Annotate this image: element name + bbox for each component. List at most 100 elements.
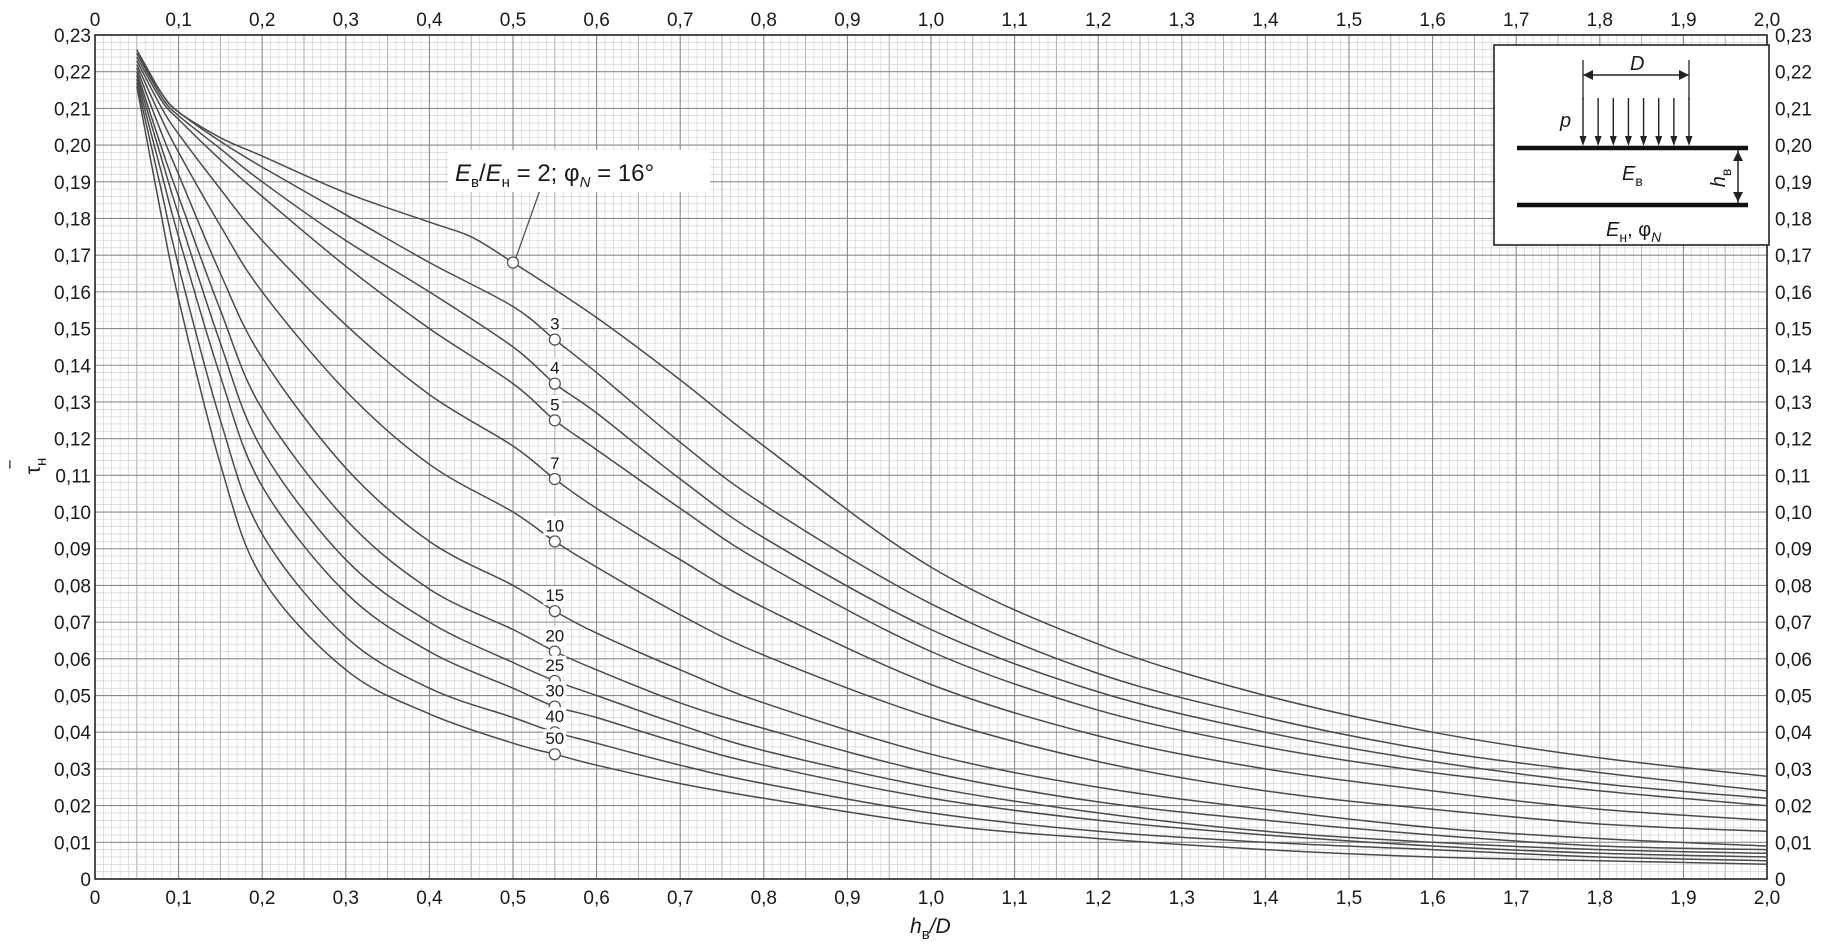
y-tick-label-right: 0,12 — [1775, 430, 1812, 451]
y-tick-label-right: 0,16 — [1775, 283, 1812, 304]
x-tick-label-bottom: 0,5 — [500, 888, 526, 909]
series-line-2 — [136, 49, 1768, 778]
x-tick-label-bottom: 0,7 — [667, 888, 693, 909]
series-line-4 — [136, 52, 1768, 800]
y-tick-label-left: 0 — [80, 870, 91, 891]
y-tick-label-left: 0,23 — [54, 26, 91, 47]
x-tick-label-bottom: 0,4 — [416, 888, 443, 909]
y-tick-label-right: 0,06 — [1775, 650, 1812, 671]
y-tick-label-left: 0,03 — [54, 760, 91, 781]
x-tick-label-top: 2,0 — [1754, 10, 1780, 31]
inset-load-arrowhead — [1670, 136, 1678, 146]
y-tick-labels-right: 0 0,01 0,02 0,03 0,04 0,05 0,06 0,07 0,08 0,09 0,1… — [1775, 26, 1812, 891]
y-tick-label-left: 0,13 — [54, 393, 91, 414]
series-label-30: 30 — [545, 682, 564, 701]
series-label-3: 3 — [550, 315, 559, 334]
y-tick-label-left: 0,17 — [54, 246, 91, 267]
inset-frame — [1493, 44, 1770, 246]
annotation-box — [448, 150, 710, 192]
inset-d-arrow-right — [1679, 70, 1689, 80]
series-label-bg — [543, 729, 567, 749]
grid-major — [95, 35, 1767, 879]
y-tick-label-left: 0,18 — [54, 209, 91, 230]
x-tick-labels-top: 0 0,1 0,2 0,3 0,4 0,5 0,6 0,7 0,8 0,9 1,0 1,1 1,2 1,3… — [90, 10, 1781, 31]
series-line-30 — [136, 78, 1768, 858]
series-label-bg — [543, 707, 567, 727]
inset-d-label: D — [1630, 53, 1644, 75]
y-tick-label-right: 0,13 — [1775, 393, 1812, 414]
y-tick-label-left: 0,20 — [54, 136, 91, 157]
y-tick-label-left: 0,04 — [54, 723, 91, 744]
series-label-bg — [543, 626, 567, 646]
x-tick-label-bottom: 0 — [90, 888, 101, 909]
x-tick-label-top: 0,4 — [416, 10, 443, 31]
x-tick-label-top: 0,2 — [249, 10, 275, 31]
y-tick-label-right: 0,19 — [1775, 173, 1812, 194]
x-tick-label-top: 0,3 — [333, 10, 359, 31]
y-tick-label-left: 0,16 — [54, 283, 91, 304]
y-tick-label-left: 0,11 — [55, 466, 91, 487]
y-tick-labels-left: 0 0,01 0,02 0,03 0,04 0,05 0,06 0,07 0,08 0,09 0,1… — [54, 26, 91, 891]
x-tick-label-top: 1,6 — [1419, 10, 1445, 31]
x-tick-label-top: 1,1 — [1001, 10, 1027, 31]
x-tick-label-bottom: 0,3 — [333, 888, 359, 909]
inset-load-arrows — [1579, 98, 1693, 146]
y-tick-label-left: 0,15 — [54, 320, 91, 341]
x-axis-title: hв/D — [910, 915, 951, 943]
x-tick-label-top: 1,3 — [1169, 10, 1195, 31]
series-label-bg — [543, 516, 567, 536]
series-line-3 — [136, 52, 1768, 792]
annotation-text: Eв/Eн = 2; φN = 16° — [455, 160, 654, 191]
y-tick-label-left: 0,12 — [54, 430, 91, 451]
inset-p-label: p — [1559, 110, 1571, 132]
svg-text:τн: τн — [22, 458, 50, 475]
y-tick-label-left: 0,05 — [54, 687, 91, 708]
y-tick-label-left: 0,02 — [54, 797, 91, 818]
series-line-50 — [136, 86, 1768, 866]
inset-load-arrowhead — [1655, 136, 1663, 146]
x-tick-labels-bottom: 0 0,1 0,2 0,3 0,4 0,5 0,6 0,7 0,8 0,9 1,0 1,1 1,2 1,3… — [90, 888, 1781, 909]
y-tick-label-right: 0,08 — [1775, 576, 1812, 597]
y-tick-label-right: 0,15 — [1775, 320, 1812, 341]
series-label-bg — [543, 681, 567, 701]
inset-load-arrowhead — [1685, 136, 1693, 146]
y-tick-label-left: 0,10 — [54, 503, 91, 524]
series-label-25: 25 — [545, 656, 564, 675]
x-tick-label-top: 1,7 — [1503, 10, 1529, 31]
series-line-20 — [136, 71, 1768, 851]
series-label-50: 50 — [545, 729, 564, 748]
y-tick-label-left: 0,06 — [54, 650, 91, 671]
y-tick-label-right: 0,04 — [1775, 723, 1812, 744]
x-tick-label-bottom: 1,8 — [1587, 888, 1613, 909]
y-tick-label-right: 0,17 — [1775, 246, 1812, 267]
x-tick-label-bottom: 2,0 — [1754, 888, 1780, 909]
series-label-15: 15 — [545, 586, 564, 605]
series-line-15 — [136, 67, 1768, 847]
series-curves — [136, 49, 1768, 866]
inset-load-arrowhead — [1624, 136, 1632, 146]
y-tick-label-left: 0,07 — [54, 613, 91, 634]
inset-layer-modulus: Eв — [1622, 163, 1643, 189]
x-tick-label-top: 0,8 — [751, 10, 777, 31]
x-tick-label-top: 0,1 — [165, 10, 191, 31]
x-tick-label-bottom: 1,2 — [1085, 888, 1111, 909]
inset-load-arrowhead — [1640, 136, 1648, 146]
y-tick-label-right: 0,07 — [1775, 613, 1812, 634]
y-tick-label-right: 0,05 — [1775, 687, 1812, 708]
series-label-5: 5 — [550, 395, 559, 414]
series-label-bg — [548, 358, 562, 378]
y-tick-label-right: 0 — [1775, 870, 1786, 891]
x-tick-label-bottom: 1,7 — [1503, 888, 1529, 909]
x-tick-label-bottom: 1,3 — [1169, 888, 1195, 909]
x-tick-label-bottom: 1,0 — [918, 888, 944, 909]
annotation-leader — [515, 189, 541, 258]
x-tick-label-bottom: 1,9 — [1670, 888, 1696, 909]
x-tick-label-top: 0,7 — [667, 10, 693, 31]
inset-h-arrow-bottom — [1733, 192, 1743, 202]
inset-h-arrow-top — [1733, 151, 1743, 161]
x-tick-label-bottom: 0,8 — [751, 888, 777, 909]
x-tick-label-top: 1,5 — [1336, 10, 1362, 31]
x-tick-label-bottom: 1,6 — [1419, 888, 1445, 909]
y-axis-title-overline: ‾ — [8, 460, 31, 469]
